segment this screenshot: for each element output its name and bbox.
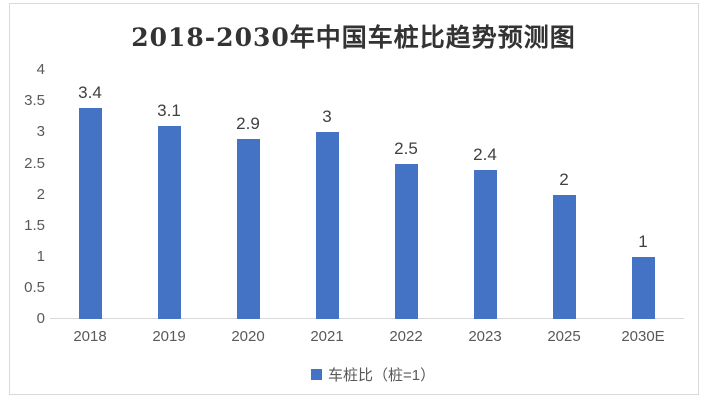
y-tick-label: 2.5 <box>24 154 45 172</box>
bar-value-label: 2.4 <box>473 144 497 164</box>
y-tick-label: 3.5 <box>24 92 45 110</box>
x-tick-label: 2018 <box>73 328 107 345</box>
chart-title: 2018-2030年中国车桩比趋势预测图 <box>131 23 576 52</box>
x-tick-label: 2020 <box>231 328 265 345</box>
bar-value-label: 2.9 <box>236 113 260 133</box>
y-tick-label: 2 <box>36 185 45 203</box>
x-tick-label: 2021 <box>310 328 344 345</box>
x-tick-label: 2022 <box>389 328 423 345</box>
bar-value-label: 3.1 <box>157 101 181 121</box>
x-axis-line <box>50 318 684 319</box>
y-tick-label: 0.5 <box>24 278 45 296</box>
y-tick-label: 4 <box>36 61 45 79</box>
y-tick-label: 3 <box>36 123 45 141</box>
bar <box>157 126 181 319</box>
bar <box>236 138 260 319</box>
y-tick-label: 1.5 <box>24 216 45 234</box>
bar <box>315 132 339 319</box>
y-tick-label: 0 <box>36 310 45 327</box>
chart-frame <box>9 3 699 395</box>
bar-value-label: 1 <box>638 231 648 251</box>
x-tick-label: 2025 <box>547 328 581 345</box>
bar <box>78 107 102 319</box>
bar <box>473 169 497 319</box>
bar <box>552 194 576 319</box>
bar-value-label: 3 <box>322 107 332 127</box>
bar-value-label: 2.5 <box>394 138 418 158</box>
x-tick-label: 2030E <box>621 328 665 345</box>
legend-swatch-icon <box>311 369 322 380</box>
bar <box>394 163 418 319</box>
bar-value-label: 3.4 <box>78 82 102 102</box>
y-tick-label: 1 <box>36 247 45 265</box>
x-tick-label: 2023 <box>468 328 502 345</box>
bar-value-label: 2 <box>559 169 569 189</box>
x-tick-label: 2019 <box>152 328 186 345</box>
legend: 车桩比（桩=1） <box>311 364 435 385</box>
bar <box>631 256 655 319</box>
legend-label: 车桩比（桩=1） <box>328 367 436 384</box>
